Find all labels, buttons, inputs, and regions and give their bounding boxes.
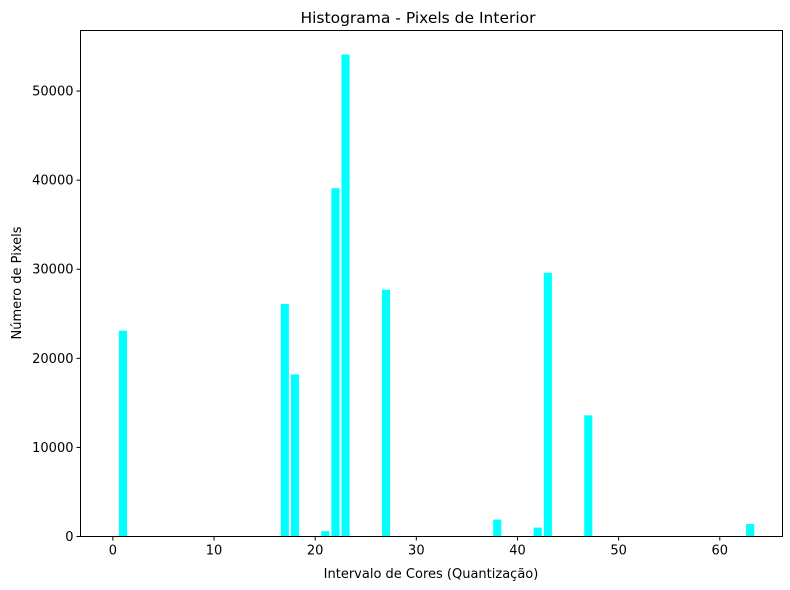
y-tick-label: 0	[65, 530, 73, 545]
x-tick-label: 0	[109, 544, 117, 559]
y-tick-label: 10000	[32, 441, 73, 456]
x-tick-label: 20	[307, 544, 324, 559]
bars-group	[118, 54, 755, 537]
bar-42	[533, 527, 542, 537]
y-tick-label: 40000	[32, 174, 73, 189]
x-axis-label: Intervalo de Cores (Quantização)	[324, 567, 539, 582]
bar-27	[381, 289, 391, 537]
bar-47	[584, 415, 593, 537]
x-tick-label: 30	[408, 544, 425, 559]
x-tick-label: 60	[712, 544, 729, 559]
x-tick-label: 10	[206, 544, 223, 559]
y-tick-label: 50000	[32, 85, 73, 100]
plot-frame	[80, 30, 783, 537]
x-tick-label: 40	[509, 544, 526, 559]
bar-18	[290, 374, 299, 537]
y-axis-label: Número de Pixels	[10, 226, 25, 339]
y-axis-ticks: 0 10000 20000 30000 40000 50000	[32, 85, 81, 545]
bar-23	[341, 54, 350, 537]
y-tick-label: 20000	[32, 352, 73, 367]
bar-17	[280, 303, 289, 537]
y-tick-label: 30000	[32, 263, 73, 278]
bar-21	[321, 531, 330, 537]
bar-1	[118, 330, 128, 537]
bar-63	[746, 524, 755, 537]
bar-43	[543, 272, 552, 537]
chart-title: Histograma - Pixels de Interior	[300, 9, 536, 27]
bar-38	[493, 519, 502, 537]
x-tick-label: 50	[610, 544, 627, 559]
x-axis-ticks: 0 10 20 30 40 50 60	[109, 536, 729, 559]
bar-22	[331, 188, 340, 537]
